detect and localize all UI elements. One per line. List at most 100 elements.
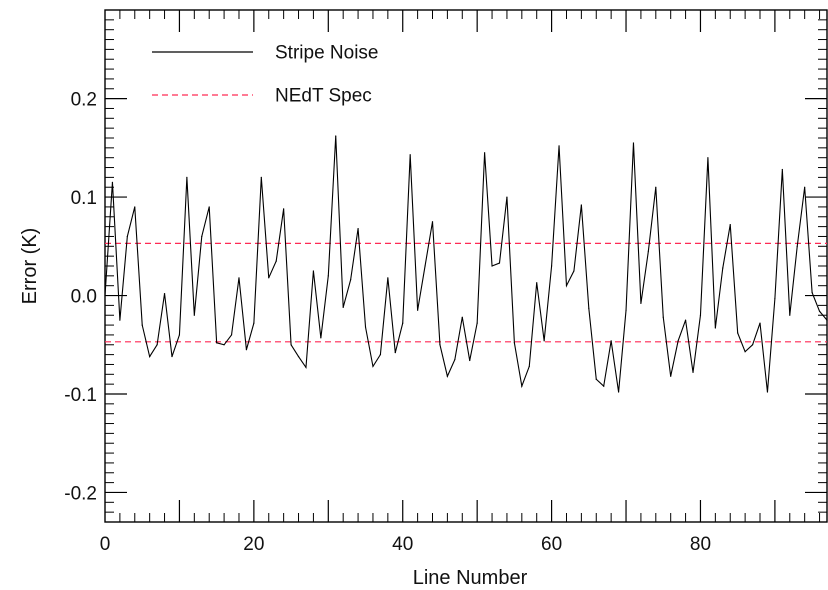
data-point-stripe-noise xyxy=(417,309,419,311)
data-point-stripe-noise xyxy=(670,375,672,377)
data-point-stripe-noise xyxy=(729,224,731,226)
data-point-stripe-noise xyxy=(342,306,344,308)
data-point-stripe-noise xyxy=(454,358,456,361)
spec-lines xyxy=(105,242,827,343)
data-point-stripe-noise xyxy=(528,365,530,368)
data-point-stripe-noise xyxy=(431,221,434,223)
data-point-stripe-noise xyxy=(230,334,233,336)
data-point-stripe-noise xyxy=(394,352,396,354)
data-point-stripe-noise xyxy=(684,319,687,321)
data-point-stripe-noise xyxy=(625,309,627,311)
data-point-stripe-noise xyxy=(647,250,649,252)
y-tick-label: 0.1 xyxy=(71,188,97,209)
data-point-stripe-noise xyxy=(610,340,612,342)
data-point-stripe-noise xyxy=(521,385,523,387)
data-point-stripe-noise xyxy=(699,314,702,316)
data-point-stripe-noise xyxy=(722,267,724,269)
data-point-stripe-noise xyxy=(208,206,210,208)
data-point-stripe-noise xyxy=(759,322,761,324)
data-point-stripe-noise xyxy=(826,319,828,321)
legend: Stripe Noise NEdT Spec xyxy=(152,43,379,107)
data-point-stripe-noise xyxy=(379,354,382,356)
y-major-ticks xyxy=(105,98,827,494)
data-point-stripe-noise xyxy=(588,307,590,309)
data-point-stripe-noise xyxy=(171,355,173,358)
y-minor-ticks xyxy=(105,9,827,523)
data-point-stripe-noise xyxy=(737,332,739,334)
x-tick-labels: 0 20 40 60 80 xyxy=(100,534,711,555)
x-major-ticks xyxy=(178,10,776,522)
data-point-stripe-noise xyxy=(565,285,568,287)
series-line-stripe-noise xyxy=(104,136,828,393)
data-point-stripe-noise xyxy=(536,282,538,284)
data-point-stripe-noise xyxy=(290,344,292,346)
x-minor-ticks xyxy=(119,10,821,522)
data-point-stripe-noise xyxy=(640,302,642,305)
data-point-stripe-noise xyxy=(491,265,493,267)
data-point-stripe-noise xyxy=(476,322,478,324)
data-point-stripe-noise xyxy=(119,319,121,321)
x-tick-label: 0 xyxy=(100,534,111,555)
data-point-stripe-noise xyxy=(238,277,240,279)
data-point-stripe-noise xyxy=(811,291,813,294)
x-tick-label: 80 xyxy=(690,534,711,555)
legend-label-nedt-spec: NEdT Spec xyxy=(275,86,372,107)
data-point-stripe-noise xyxy=(305,366,307,369)
data-point-stripe-noise xyxy=(409,154,411,156)
data-point-stripe-noise xyxy=(297,355,300,358)
x-axis-label: Line Number xyxy=(413,567,528,589)
data-point-stripe-noise xyxy=(580,204,582,206)
data-point-stripe-noise xyxy=(744,351,746,353)
data-point-stripe-noise xyxy=(163,292,166,295)
data-point-stripe-noise xyxy=(260,176,262,178)
data-point-stripe-noise xyxy=(111,181,114,183)
plot-frame xyxy=(104,9,828,523)
data-point-stripe-noise xyxy=(774,297,776,300)
data-point-stripe-noise xyxy=(655,186,657,188)
data-point-stripe-noise xyxy=(796,245,798,247)
data-point-stripe-noise xyxy=(804,186,806,188)
data-point-stripe-noise xyxy=(357,227,359,230)
data-point-stripe-noise xyxy=(178,334,181,336)
data-point-stripe-noise xyxy=(617,391,620,393)
data-point-stripe-noise xyxy=(469,359,471,362)
stripe-noise-points xyxy=(104,135,828,393)
data-point-stripe-noise xyxy=(186,176,188,178)
data-point-stripe-noise xyxy=(193,314,195,316)
data-point-stripe-noise xyxy=(126,235,128,238)
data-point-stripe-noise xyxy=(223,344,225,346)
y-tick-labels: -0.2 -0.1 0.0 0.1 0.2 xyxy=(64,90,97,505)
data-point-stripe-noise xyxy=(498,262,501,264)
data-point-stripe-noise xyxy=(766,391,769,393)
data-point-stripe-noise xyxy=(156,344,158,346)
data-point-stripe-noise xyxy=(714,327,716,329)
y-tick-label: -0.2 xyxy=(64,483,97,504)
data-point-stripe-noise xyxy=(268,277,270,279)
data-point-stripe-noise xyxy=(446,375,448,377)
data-point-stripe-noise xyxy=(402,322,404,324)
data-point-stripe-noise xyxy=(320,337,322,339)
data-point-stripe-noise xyxy=(149,355,151,358)
y-axis-label: Error (K) xyxy=(19,228,41,305)
data-point-stripe-noise xyxy=(104,294,106,297)
data-point-stripe-noise xyxy=(275,260,277,262)
data-point-stripe-noise xyxy=(350,279,352,281)
data-point-stripe-noise xyxy=(513,342,515,344)
data-point-stripe-noise xyxy=(595,378,597,380)
x-tick-label: 60 xyxy=(541,534,562,555)
data-point-stripe-noise xyxy=(484,152,486,154)
data-point-stripe-noise xyxy=(789,314,791,316)
data-point-stripe-noise xyxy=(216,342,218,344)
data-point-stripe-noise xyxy=(573,270,575,272)
data-point-stripe-noise xyxy=(751,344,754,346)
y-tick-label: 0.2 xyxy=(71,90,97,111)
data-point-stripe-noise xyxy=(461,316,463,318)
data-point-stripe-noise xyxy=(781,168,783,171)
data-point-stripe-noise xyxy=(372,365,374,368)
data-point-stripe-noise xyxy=(818,310,821,312)
data-point-stripe-noise xyxy=(550,265,553,267)
y-tick-label: -0.1 xyxy=(64,385,97,406)
data-point-stripe-noise xyxy=(707,157,709,159)
data-point-stripe-noise xyxy=(632,142,635,144)
